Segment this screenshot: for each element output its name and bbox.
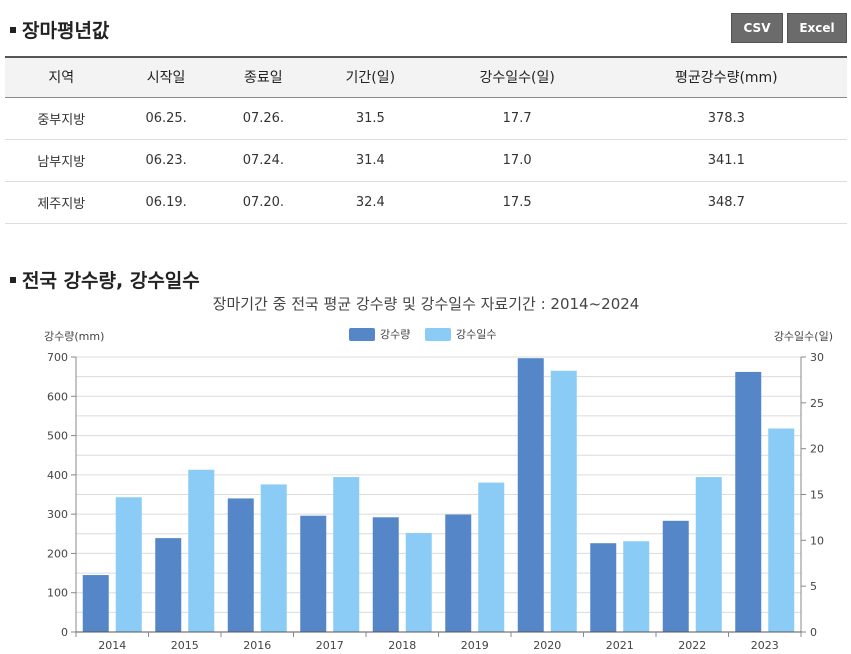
bar-rainfall bbox=[372, 517, 399, 632]
cell-end-date: 07.26. bbox=[214, 97, 312, 140]
section-title-text: 전국 강수량, 강수일수 bbox=[22, 270, 200, 292]
y-right-tick-label: 25 bbox=[810, 397, 824, 410]
normals-table: 지역 시작일 종료일 기간(일) 강수일수(일) 평균강수량(mm) 중부지방 … bbox=[5, 56, 847, 224]
bar-rain-days bbox=[695, 477, 722, 632]
cell-avg-rainfall: 378.3 bbox=[605, 97, 847, 140]
x-tick-label: 2020 bbox=[533, 639, 561, 652]
bar-rainfall bbox=[300, 515, 327, 632]
grid bbox=[75, 356, 802, 633]
bar-rainfall bbox=[227, 498, 254, 632]
y-tick-label: 300 bbox=[47, 508, 68, 521]
bar-rain-days bbox=[550, 370, 577, 632]
x-tick-label: 2023 bbox=[751, 639, 779, 652]
cell-rain-days: 17.7 bbox=[428, 97, 606, 140]
table-header-row: 지역 시작일 종료일 기간(일) 강수일수(일) 평균강수량(mm) bbox=[5, 57, 847, 97]
section-title-national: 전국 강수량, 강수일수 bbox=[10, 266, 200, 293]
legend-label-rainfall: 강수량 bbox=[380, 328, 410, 341]
legend-label-rain-days: 강수일수 bbox=[456, 327, 496, 341]
rainfall-chart: 장마기간 중 전국 평균 강수량 및 강수일수 자료기간 : 2014~2024… bbox=[0, 290, 851, 654]
bar-rain-days bbox=[115, 497, 142, 632]
x-tick-label: 2018 bbox=[388, 639, 416, 652]
cell-start-date: 06.23. bbox=[117, 139, 215, 182]
bar-rain-days bbox=[188, 469, 215, 632]
cell-avg-rainfall: 341.1 bbox=[605, 139, 847, 182]
y-tick-label: 400 bbox=[47, 469, 68, 482]
excel-download-button[interactable]: Excel bbox=[787, 13, 847, 43]
x-tick-label: 2016 bbox=[243, 639, 271, 652]
y-tick-label: 0 bbox=[61, 626, 68, 639]
y-tick-label: 100 bbox=[47, 587, 68, 600]
legend-swatch-rain-days bbox=[425, 328, 451, 341]
x-tick-label: 2015 bbox=[171, 639, 199, 652]
bar-rainfall bbox=[735, 371, 762, 632]
y-tick-label: 700 bbox=[47, 351, 68, 364]
bar-rainfall bbox=[82, 575, 109, 632]
y-right-tick-label: 20 bbox=[810, 443, 824, 456]
cell-region: 제주지방 bbox=[5, 181, 118, 224]
bar-rain-days bbox=[405, 533, 432, 632]
section-title-text: 장마평년값 bbox=[22, 20, 110, 42]
y-tick-label: 200 bbox=[47, 547, 68, 560]
chart-svg: 장마기간 중 전국 평균 강수량 및 강수일수 자료기간 : 2014~2024… bbox=[44, 295, 833, 652]
cell-end-date: 07.20. bbox=[214, 181, 312, 224]
x-tick-label: 2021 bbox=[606, 639, 634, 652]
bar-rainfall bbox=[155, 538, 182, 632]
cell-region: 중부지방 bbox=[5, 97, 118, 140]
y-right-tick-label: 15 bbox=[810, 489, 824, 502]
bullet-icon bbox=[10, 276, 16, 283]
section-title-normals: 장마평년값 bbox=[10, 16, 109, 43]
y-right-tick-label: 5 bbox=[810, 580, 817, 593]
bar-rainfall bbox=[517, 358, 544, 632]
y-axis-right: 0 5 10 15 20 25 30 bbox=[801, 351, 824, 639]
cell-rain-days: 17.5 bbox=[428, 181, 606, 224]
bar-rain-days bbox=[260, 484, 287, 632]
bar-rainfall bbox=[445, 514, 472, 632]
bar-rainfall bbox=[662, 520, 689, 632]
col-region: 지역 bbox=[48, 70, 75, 87]
legend-swatch-rainfall bbox=[349, 328, 375, 341]
y-right-tick-label: 10 bbox=[810, 534, 824, 547]
x-axis: 2014 2015 2016 2017 2018 2019 2020 2021 2022 2023 bbox=[75, 631, 802, 652]
cell-duration: 31.5 bbox=[312, 97, 429, 140]
bullet-icon bbox=[10, 26, 16, 33]
cell-region: 남부지방 bbox=[5, 139, 118, 182]
x-tick-label: 2017 bbox=[316, 639, 344, 652]
y-axis-left: 0 100 200 300 400 500 600 700 bbox=[47, 351, 76, 639]
y-axis-right-label: 강수일수(일) bbox=[774, 329, 833, 343]
table-row: 남부지방 06.23. 07.24. 31.4 17.0 341.1 bbox=[5, 139, 847, 182]
x-tick-label: 2014 bbox=[98, 639, 126, 652]
table-row: 중부지방 06.25. 07.26. 31.5 17.7 378.3 bbox=[5, 97, 847, 140]
chart-title: 장마기간 중 전국 평균 강수량 및 강수일수 자료기간 : 2014~2024 bbox=[213, 295, 640, 313]
cell-avg-rainfall: 348.7 bbox=[605, 181, 847, 224]
bar-rainfall bbox=[590, 543, 617, 632]
bar-rain-days bbox=[478, 482, 505, 632]
table-row: 제주지방 06.19. 07.20. 32.4 17.5 348.7 bbox=[5, 181, 847, 224]
bar-rain-days bbox=[768, 428, 795, 632]
cell-duration: 32.4 bbox=[312, 181, 429, 224]
y-right-tick-label: 30 bbox=[810, 351, 824, 364]
bar-rain-days bbox=[333, 477, 360, 632]
col-avg-rainfall: 평균강수량(mm) bbox=[675, 70, 778, 87]
y-axis-left-label: 강수량(mm) bbox=[44, 330, 104, 343]
cell-duration: 31.4 bbox=[312, 139, 429, 182]
x-tick-label: 2022 bbox=[678, 639, 706, 652]
legend: 강수량 강수일수 bbox=[349, 327, 496, 341]
y-tick-label: 500 bbox=[47, 430, 68, 443]
col-end-date: 종료일 bbox=[244, 70, 283, 87]
cell-rain-days: 17.0 bbox=[428, 139, 606, 182]
cell-start-date: 06.19. bbox=[117, 181, 215, 224]
y-right-tick-label: 0 bbox=[810, 626, 817, 639]
cell-start-date: 06.25. bbox=[117, 97, 215, 140]
csv-download-button[interactable]: CSV bbox=[731, 13, 783, 43]
col-rain-days: 강수일수(일) bbox=[479, 70, 555, 87]
cell-end-date: 07.24. bbox=[214, 139, 312, 182]
col-duration: 기간(일) bbox=[345, 70, 396, 87]
bars bbox=[82, 358, 795, 632]
y-tick-label: 600 bbox=[47, 390, 68, 403]
bar-rain-days bbox=[623, 541, 650, 632]
x-tick-label: 2019 bbox=[461, 639, 489, 652]
col-start-date: 시작일 bbox=[146, 70, 186, 87]
